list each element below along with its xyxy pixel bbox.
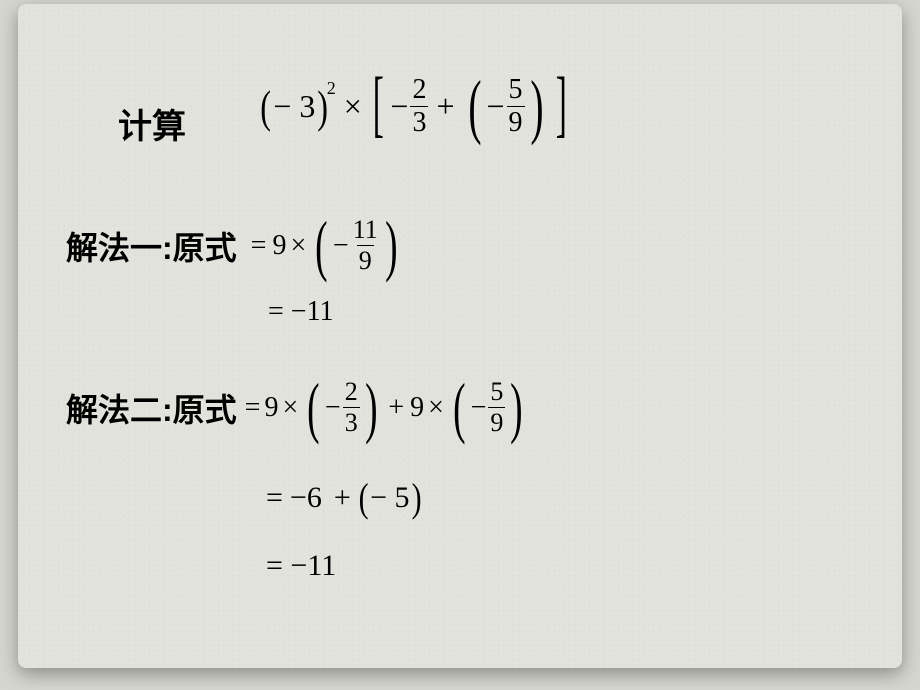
rparen2: ) xyxy=(530,81,543,131)
problem-label-row: 计算 xyxy=(118,99,186,148)
problem-expression: ( − 3 ) 2 × [ − 2 3 + ( − 5 9 ) ] xyxy=(258,76,573,137)
m2-frac2: 5 9 xyxy=(488,379,505,436)
m2-frac1: 2 3 xyxy=(343,379,360,436)
m1-nine: 9 xyxy=(272,230,286,262)
exponent: 2 xyxy=(327,78,336,99)
method1-label: 解法一:原式 xyxy=(66,223,237,269)
m2-plus: + xyxy=(388,392,404,424)
times: × xyxy=(344,88,362,125)
m2-neg2: − xyxy=(471,392,487,424)
frac-2-3: 2 3 xyxy=(410,76,428,137)
m2-lp1: ( xyxy=(307,384,319,432)
method1-row: 解法一:原式 = 9 × ( − 11 9 ) xyxy=(66,217,402,274)
eq1: = xyxy=(251,230,267,262)
eq2: = xyxy=(245,392,261,424)
method2-row: 解法二:原式 = 9 × ( − 2 3 ) + 9 × ( − 5 9 xyxy=(66,379,528,436)
m2-b: 9 xyxy=(410,392,424,424)
m2-neg1: − xyxy=(325,392,341,424)
minus-3: − 3 xyxy=(273,88,315,125)
lparen: ( xyxy=(260,80,271,133)
lparen2: ( xyxy=(468,81,481,131)
problem-label: 计算 xyxy=(118,99,186,148)
neg2: − xyxy=(486,88,504,125)
slide-card: 计算 ( − 3 ) 2 × [ − 2 3 + ( − 5 9 ) ] xyxy=(18,4,902,668)
m1-rparen: ) xyxy=(385,222,397,270)
lbracket: [ xyxy=(373,79,384,131)
m2-times1: × xyxy=(282,392,298,424)
m1-neg: − xyxy=(333,230,349,262)
plus: + xyxy=(436,88,454,125)
m2-lp2: ( xyxy=(453,384,465,432)
frac-11-9: 11 9 xyxy=(351,217,380,274)
m2-rp1: ) xyxy=(365,384,377,432)
m2-line2-eq: = xyxy=(266,481,284,515)
method2-label: 解法二:原式 xyxy=(66,385,237,431)
rbracket: ] xyxy=(555,79,566,131)
method2-step: = −6 + ( − 5 ) xyxy=(266,474,423,521)
method2-result: = −11 xyxy=(266,549,336,583)
m1-lparen: ( xyxy=(315,222,327,270)
method1-result: = −11 xyxy=(268,296,334,328)
frac-5-9: 5 9 xyxy=(507,76,525,137)
slide-content: 计算 ( − 3 ) 2 × [ − 2 3 + ( − 5 9 ) ] xyxy=(18,4,902,668)
m2-rp2: ) xyxy=(511,384,523,432)
m2-a: 9 xyxy=(264,392,278,424)
m2-times2: × xyxy=(428,392,444,424)
neg1: − xyxy=(390,88,408,125)
m1-times: × xyxy=(290,230,306,262)
